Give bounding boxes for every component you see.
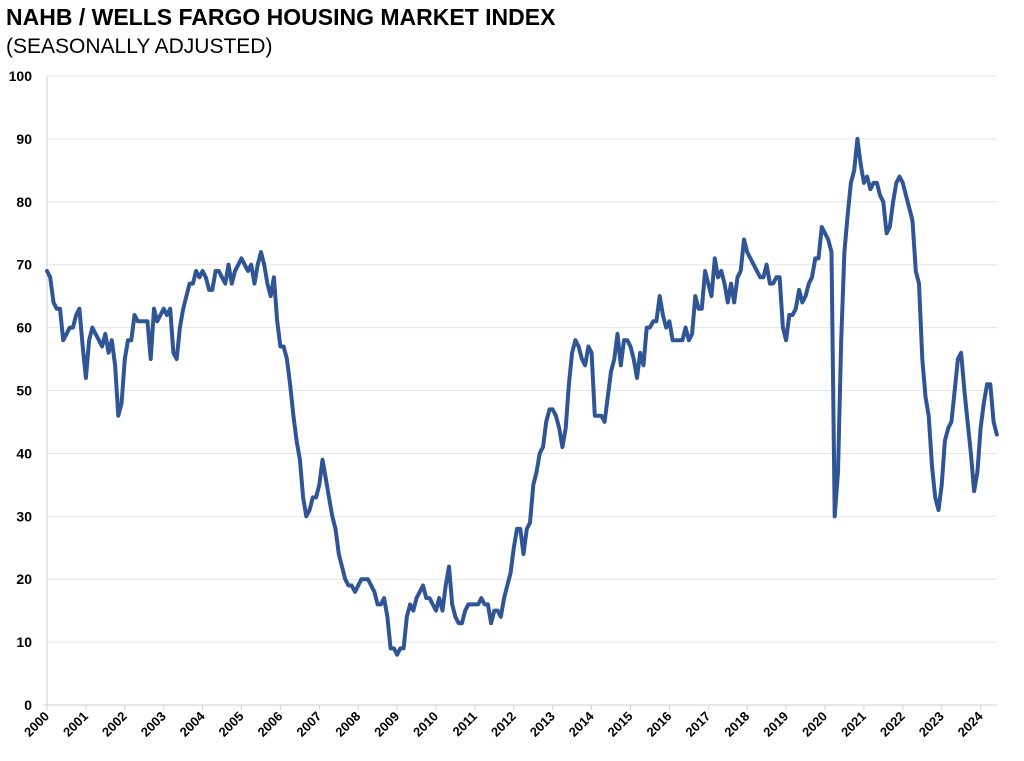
y-axis: 0 10 20 30 40 50 60 70 80 90 100 [9,68,48,713]
x-tick-label: 2022 [877,709,908,740]
x-tick-label: 2017 [682,709,713,740]
x-tick-label: 2023 [916,709,947,740]
y-tick-label: 40 [16,445,32,461]
series-line-housing-market-index [45,136,999,657]
x-tick-label: 2003 [138,709,169,740]
x-tick-label: 2013 [527,709,558,740]
x-tick-label: 2010 [410,709,441,740]
x-tick-label: 2005 [216,709,247,740]
y-tick-label: 10 [16,634,32,650]
y-tick-label: 20 [16,571,32,587]
x-tick-label: 2007 [293,709,324,740]
y-tick-label: 30 [16,508,32,524]
x-tick-label: 2024 [955,708,987,740]
x-tick-label: 2000 [21,709,52,740]
x-tick-label: 2009 [371,709,402,740]
x-tick-label: 2008 [332,709,363,740]
x-tick-label: 2015 [605,709,636,740]
y-tick-label: 100 [9,68,33,84]
x-tick-label: 2012 [488,709,519,740]
x-tick-label: 2021 [838,709,869,740]
x-tick-label: 2004 [177,708,209,740]
y-tick-label: 60 [16,320,32,336]
x-tick-label: 2011 [449,709,480,740]
x-tick-label: 2002 [99,709,130,740]
y-tick-label: 90 [16,131,32,147]
y-tick-label: 50 [16,383,32,399]
x-axis: 2000 2001 2002 2003 2004 2005 2006 2007 2008 2009… [21,704,997,740]
chart-subtitle: (SEASONALLY ADJUSTED) [6,35,273,58]
x-tick-label: 2014 [566,708,598,740]
x-tick-label: 2006 [254,709,285,740]
gridlines [47,75,997,643]
chart-title: NAHB / WELLS FARGO HOUSING MARKET INDEX [6,4,556,30]
x-tick-label: 2018 [721,709,752,740]
x-tick-label: 2016 [643,709,674,740]
x-tick-label: 2001 [60,709,91,740]
x-tick-label: 2020 [799,709,830,740]
y-tick-label: 0 [24,697,32,713]
y-tick-label: 80 [16,194,32,210]
x-tick-label: 2019 [760,709,791,740]
series-group [45,136,999,657]
y-tick-label: 70 [16,257,32,273]
